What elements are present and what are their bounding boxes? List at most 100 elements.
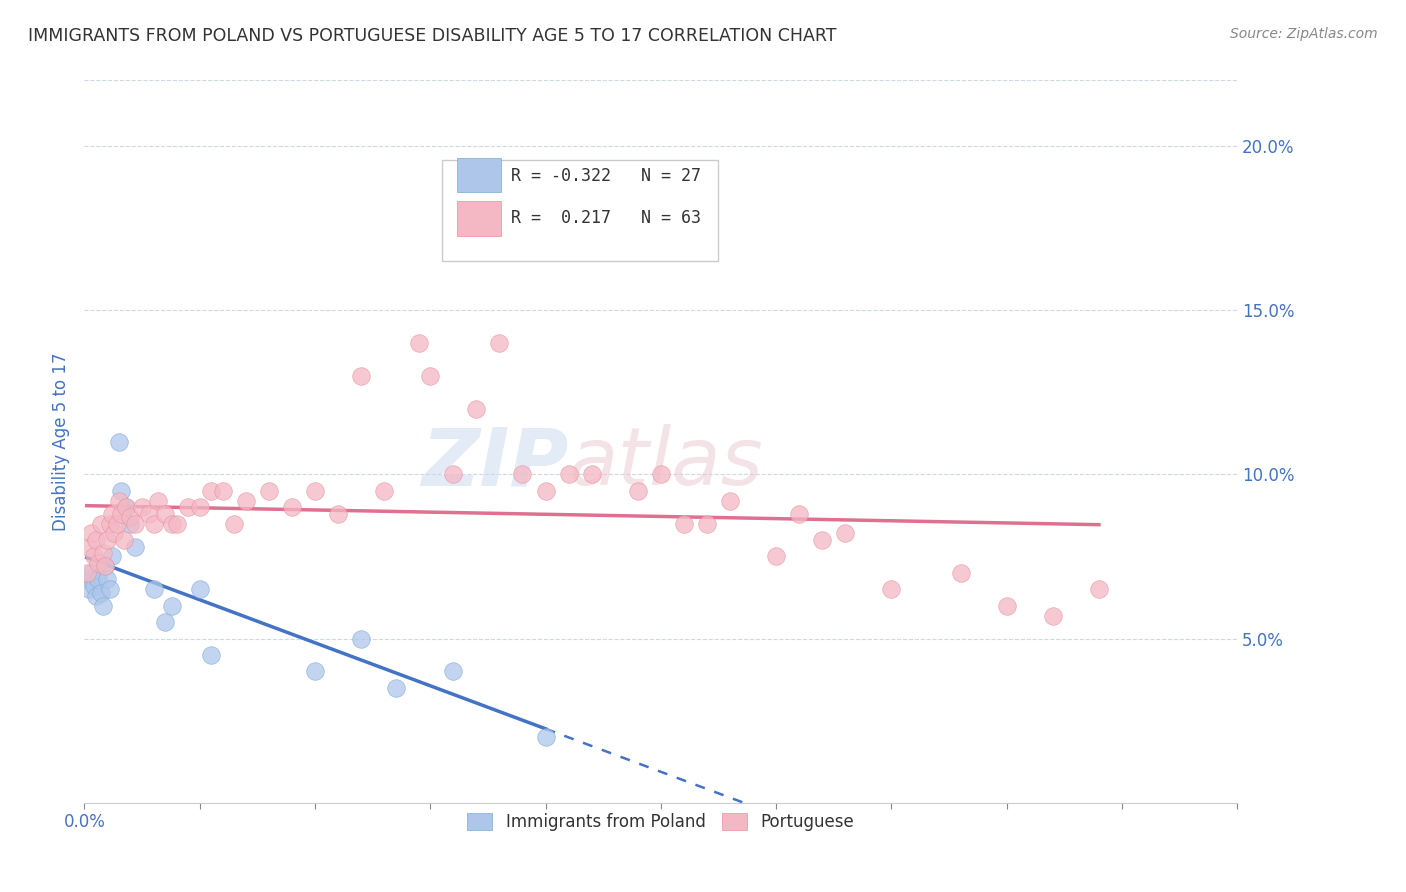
Point	[350, 632, 373, 646]
Y-axis label: Disability Age 5 to 17: Disability Age 5 to 17	[52, 352, 70, 531]
Text: R =  0.217   N = 63: R = 0.217 N = 63	[510, 209, 702, 227]
Point	[84, 589, 107, 603]
Point	[1042, 608, 1064, 623]
Point	[96, 533, 118, 547]
Point	[77, 582, 100, 597]
Bar	[457, 158, 501, 193]
Point	[257, 483, 280, 498]
Point	[142, 582, 165, 597]
Legend: Immigrants from Poland, Portuguese: Immigrants from Poland, Portuguese	[461, 806, 860, 838]
Point	[787, 507, 810, 521]
Bar	[457, 201, 501, 235]
Point	[77, 540, 100, 554]
Point	[76, 573, 98, 587]
Point	[650, 467, 672, 482]
Point	[488, 336, 510, 351]
Point	[672, 516, 695, 531]
Point	[89, 585, 111, 599]
Point	[98, 516, 121, 531]
Point	[304, 483, 326, 498]
Point	[373, 483, 395, 498]
Point	[98, 582, 121, 597]
Point	[103, 526, 125, 541]
Point	[188, 582, 211, 597]
Point	[441, 467, 464, 482]
Point	[765, 549, 787, 564]
Point	[188, 500, 211, 515]
Point	[534, 730, 557, 744]
Text: atlas: atlas	[568, 425, 763, 502]
Point	[112, 533, 135, 547]
Point	[87, 556, 110, 570]
Point	[160, 516, 183, 531]
Point	[718, 493, 741, 508]
Point	[120, 510, 142, 524]
Point	[408, 336, 430, 351]
Point	[811, 533, 834, 547]
Point	[211, 483, 233, 498]
Text: ZIP: ZIP	[422, 425, 568, 502]
Point	[304, 665, 326, 679]
Point	[166, 516, 188, 531]
Point	[834, 526, 856, 541]
Point	[96, 573, 118, 587]
Point	[1088, 582, 1111, 597]
Point	[441, 665, 464, 679]
Point	[138, 507, 160, 521]
Point	[696, 516, 718, 531]
Point	[153, 507, 176, 521]
Point	[581, 467, 603, 482]
Point	[83, 579, 105, 593]
Point	[80, 526, 103, 541]
Text: Source: ZipAtlas.com: Source: ZipAtlas.com	[1230, 27, 1378, 41]
Point	[235, 493, 257, 508]
Point	[84, 533, 107, 547]
Point	[350, 368, 373, 383]
Point	[142, 516, 165, 531]
Point	[89, 516, 111, 531]
Point	[110, 507, 132, 521]
Point	[124, 540, 146, 554]
Point	[160, 599, 183, 613]
Point	[101, 507, 124, 521]
Text: IMMIGRANTS FROM POLAND VS PORTUGUESE DISABILITY AGE 5 TO 17 CORRELATION CHART: IMMIGRANTS FROM POLAND VS PORTUGUESE DIS…	[28, 27, 837, 45]
Point	[87, 573, 110, 587]
Point	[557, 467, 579, 482]
Text: R = -0.322   N = 27: R = -0.322 N = 27	[510, 167, 702, 185]
Point	[177, 500, 200, 515]
Point	[120, 516, 142, 531]
Point	[465, 401, 488, 416]
Point	[115, 500, 138, 515]
Point	[115, 500, 138, 515]
Point	[76, 566, 98, 580]
Point	[995, 599, 1018, 613]
Point	[200, 648, 222, 662]
Point	[108, 493, 131, 508]
Point	[146, 493, 169, 508]
Point	[326, 507, 349, 521]
Point	[534, 483, 557, 498]
Point	[108, 434, 131, 449]
Point	[94, 559, 117, 574]
Point	[91, 599, 114, 613]
Point	[110, 483, 132, 498]
Point	[880, 582, 903, 597]
Point	[419, 368, 441, 383]
Point	[124, 516, 146, 531]
Point	[512, 467, 534, 482]
Point	[94, 559, 117, 574]
Point	[224, 516, 246, 531]
Point	[101, 549, 124, 564]
Point	[91, 546, 114, 560]
Point	[153, 615, 176, 630]
Point	[83, 549, 105, 564]
Point	[131, 500, 153, 515]
Point	[384, 681, 406, 695]
Point	[80, 566, 103, 580]
Point	[105, 516, 128, 531]
Point	[949, 566, 972, 580]
Point	[200, 483, 222, 498]
Point	[627, 483, 650, 498]
FancyBboxPatch shape	[441, 160, 718, 260]
Point	[281, 500, 304, 515]
